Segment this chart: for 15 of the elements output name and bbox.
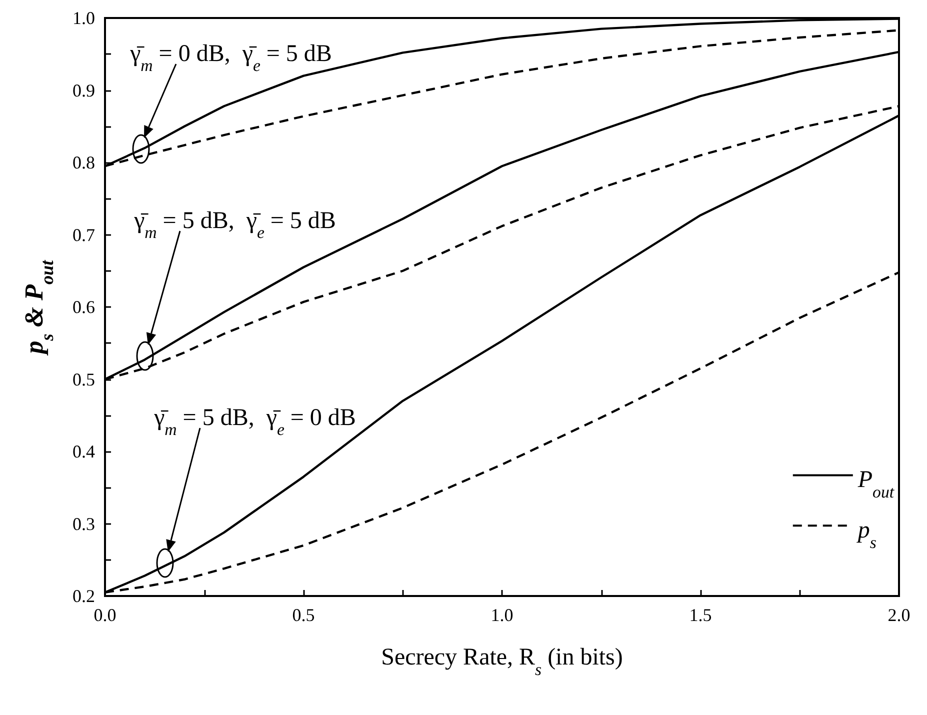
y-tick-label: 0.8 [72, 152, 95, 172]
x-tick-label: 2.0 [888, 605, 910, 625]
y-tick-label: 0.2 [72, 586, 95, 606]
y-tick-label: 0.6 [72, 297, 95, 317]
y-tick-label: 0.4 [72, 442, 95, 462]
x-tick-label: 1.0 [490, 605, 514, 625]
x-tick-label: 0.0 [94, 605, 116, 625]
y-tick-label: 0.7 [72, 224, 95, 245]
x-tick-label: 0.5 [292, 605, 315, 625]
y-axis-title: ps & Pout [20, 259, 58, 356]
x-tick-label: 1.5 [689, 605, 712, 625]
y-tick-label: 0.3 [72, 514, 95, 534]
y-tick-label: 1.0 [72, 8, 95, 28]
y-tick-label: 0.5 [72, 369, 95, 390]
y-tick-label: 0.9 [72, 80, 95, 100]
